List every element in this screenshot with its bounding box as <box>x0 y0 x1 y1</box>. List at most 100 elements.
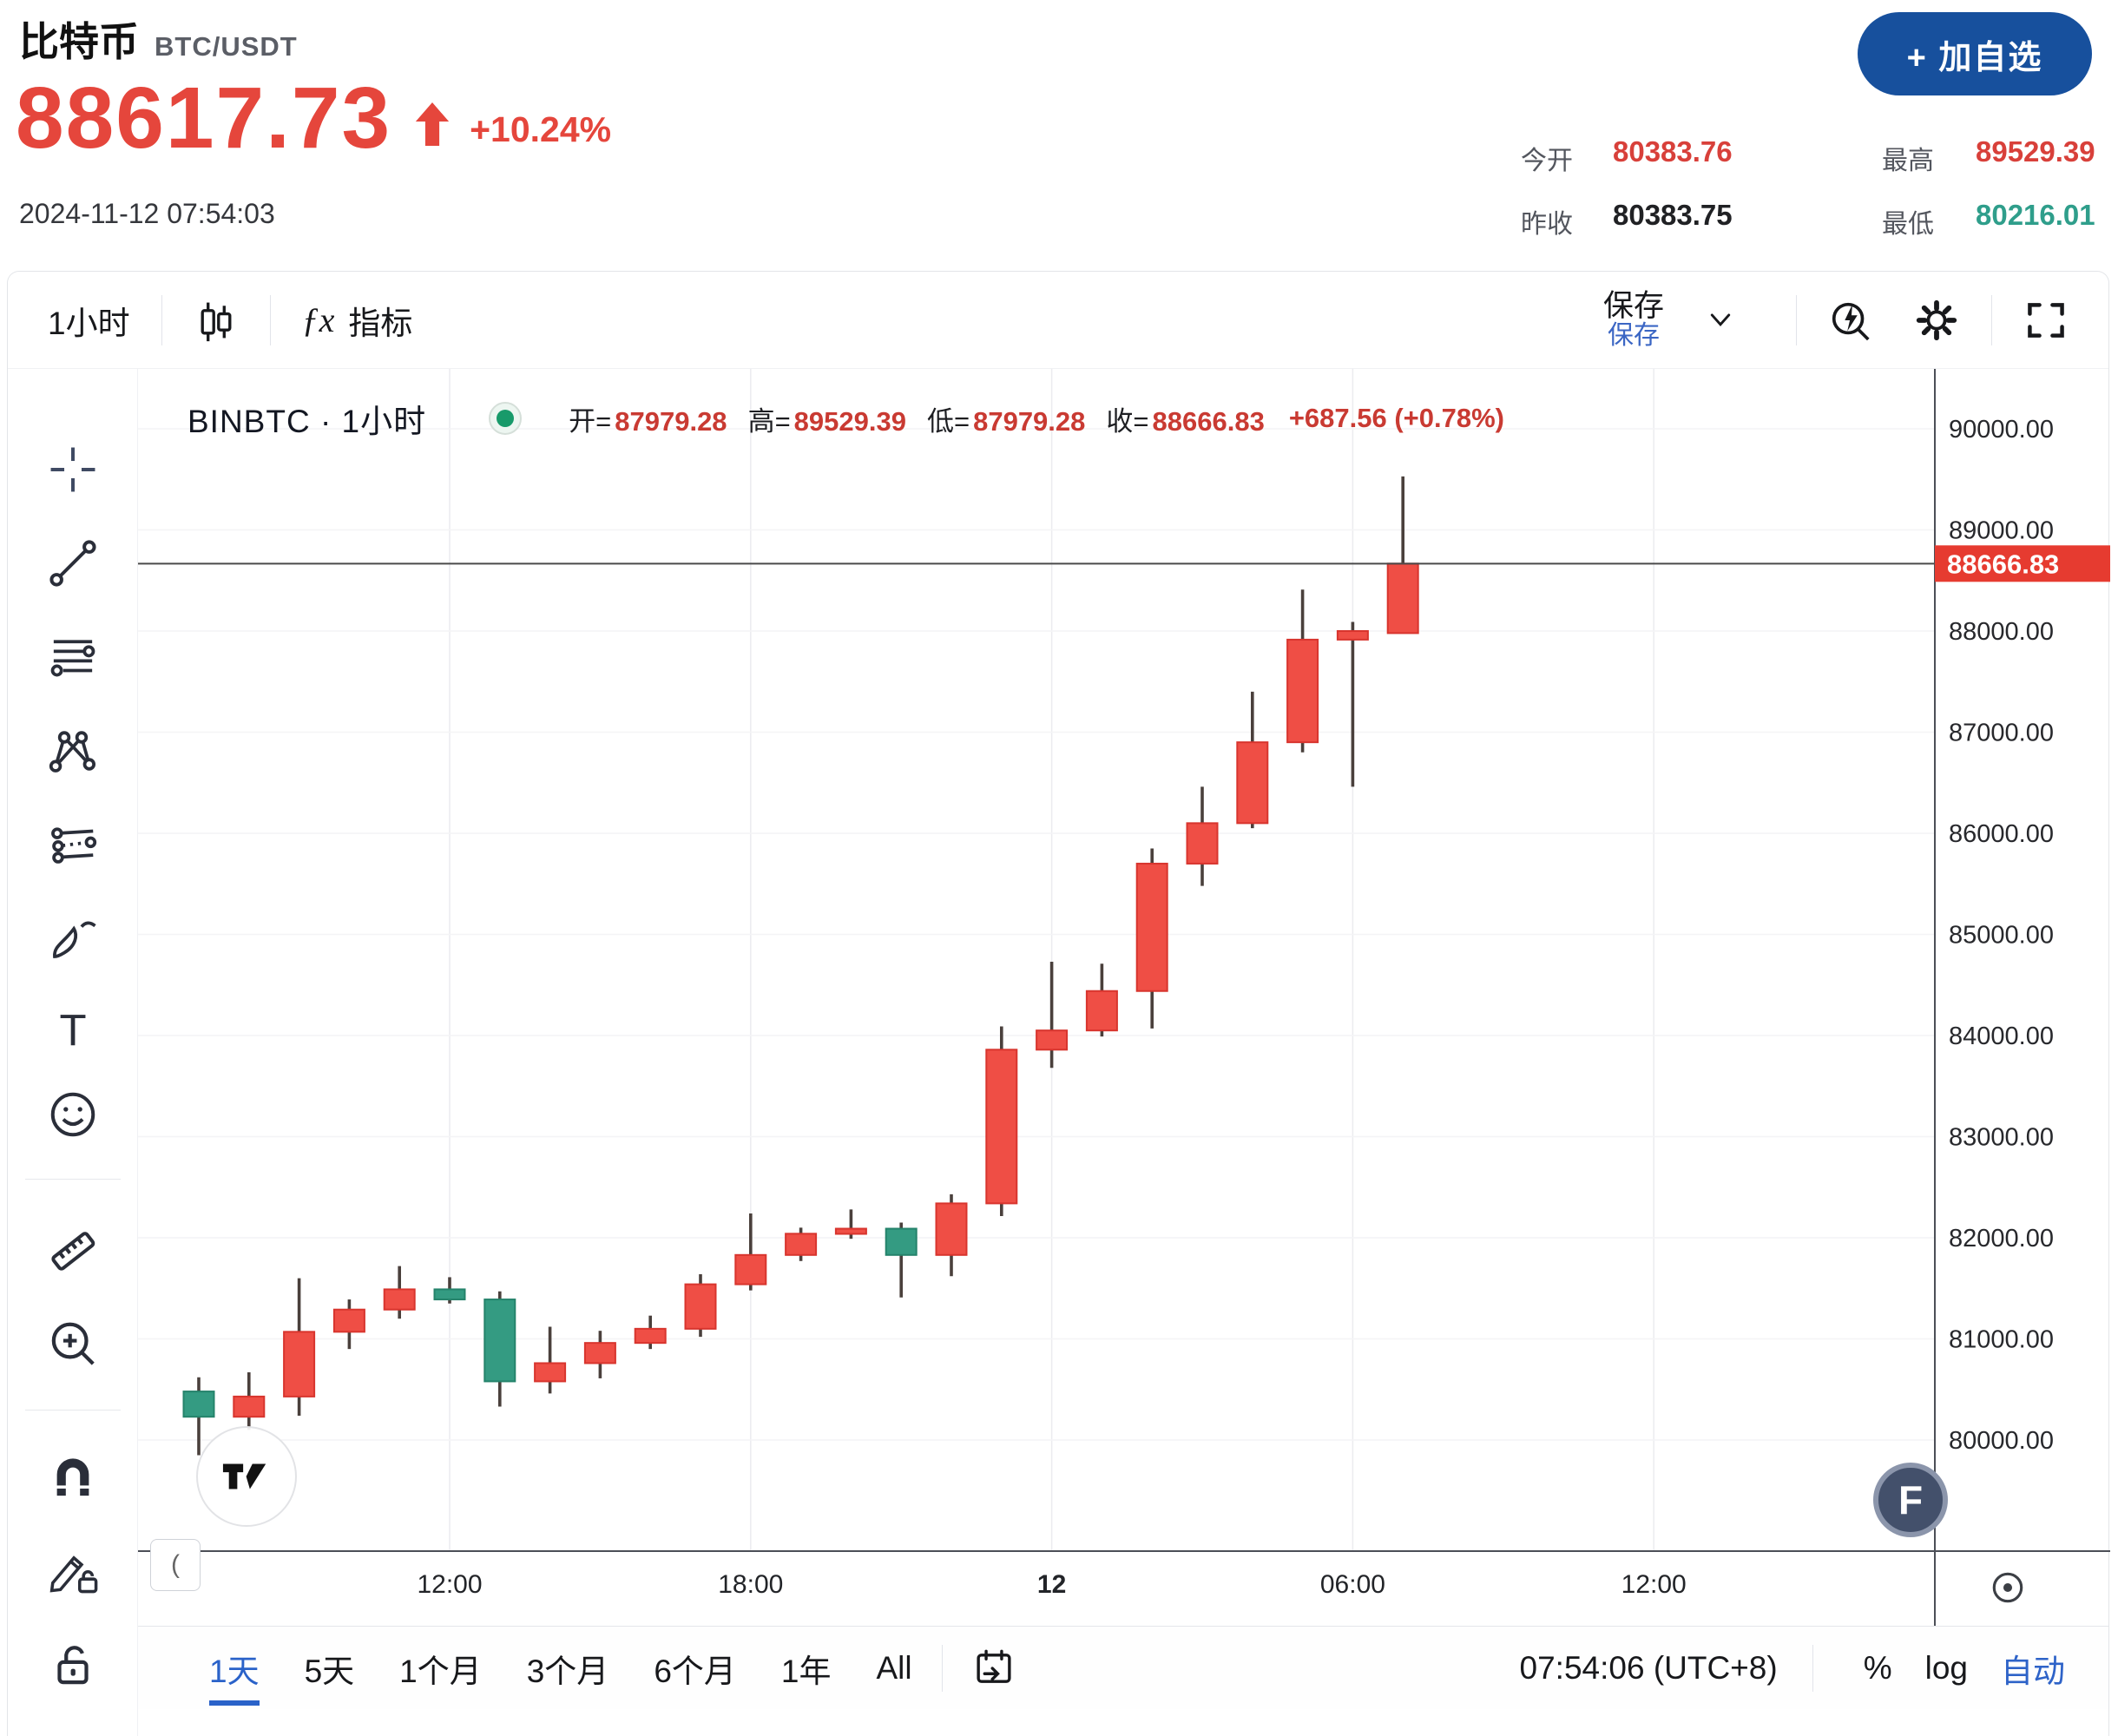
svg-text:12:00: 12:00 <box>1621 1570 1687 1599</box>
toolbar-divider <box>161 294 162 345</box>
legend-change: +687.56 (+0.78%) <box>1288 403 1505 433</box>
toolbar-divider <box>269 294 271 345</box>
candle-07:00 <box>1386 562 1419 635</box>
svg-text:81000.00: 81000.00 <box>1949 1326 2054 1354</box>
partial-tooltip: ( <box>150 1539 201 1591</box>
last-price: 88617.73 <box>16 69 392 167</box>
candle-05:00 <box>1286 638 1319 744</box>
candle-18:00 <box>734 1253 767 1286</box>
range-tab-3个月[interactable]: 3个月 <box>526 1653 609 1689</box>
svg-text:12:00: 12:00 <box>417 1570 482 1599</box>
candlestick-chart[interactable]: 90000.00 89000.00 88000.00 87000.00 86000.00… <box>138 369 2110 1626</box>
drawing-toolbar: T <box>8 369 138 1736</box>
svg-text:85000.00: 85000.00 <box>1949 922 2054 950</box>
range-tabs: 1天 5天 1个月 3个月 6个月 1年 All <box>209 1645 912 1706</box>
tool-group-divider <box>25 1179 121 1180</box>
svg-text:89000.00: 89000.00 <box>1949 517 2054 545</box>
candle-06:00 <box>1336 630 1369 641</box>
fib-retracement-icon[interactable] <box>42 626 104 688</box>
xabcd-pattern-icon[interactable] <box>42 720 104 782</box>
log-scale-button[interactable]: log <box>1924 1649 1968 1686</box>
ruler-icon[interactable] <box>42 1220 104 1282</box>
legend-low-label: 低 <box>926 405 954 437</box>
stat-low-label: 最低 <box>1882 210 1934 239</box>
crosshair-icon[interactable] <box>42 438 104 501</box>
svg-text:82000.00: 82000.00 <box>1949 1225 2054 1253</box>
stat-open-label: 今开 <box>1521 147 1573 175</box>
candle-07:00 <box>182 1391 215 1418</box>
instrument-name: 比特币 <box>19 19 139 64</box>
range-tab-1年[interactable]: 1年 <box>780 1653 832 1689</box>
range-tab-1个月[interactable]: 1个月 <box>399 1653 482 1689</box>
svg-text:T: T <box>59 1006 86 1055</box>
range-toolbar: 1天 5天 1个月 3个月 6个月 1年 All 07:54:06 (UTC+8) % lo… <box>138 1626 2108 1709</box>
magnet-icon[interactable] <box>42 1445 104 1508</box>
bottombar-divider <box>1812 1644 1813 1692</box>
stat-prevclose-label: 昨收 <box>1521 210 1573 239</box>
stat-open-value: 80383.76 <box>1613 135 1733 168</box>
svg-text:84000.00: 84000.00 <box>1949 1023 2054 1050</box>
drawing-lock-icon[interactable] <box>42 1537 104 1600</box>
candle-01:00 <box>1085 990 1118 1032</box>
emoji-icon[interactable] <box>42 1083 104 1146</box>
svg-text:83000.00: 83000.00 <box>1949 1124 2054 1152</box>
candle-10:00 <box>332 1308 365 1333</box>
go-to-date-icon[interactable] <box>972 1647 1016 1690</box>
candle-22:00 <box>935 1202 968 1256</box>
lock-icon[interactable] <box>42 1632 104 1694</box>
add-watchlist-button[interactable]: + 加自选 <box>1858 12 2092 95</box>
instrument-symbol: BTC/USDT <box>155 31 298 62</box>
legend-high-label: 高 <box>747 405 775 437</box>
indicators-button[interactable]: ƒx 指标 <box>302 297 413 344</box>
legend-series: BINBTC · 1小时 <box>187 404 427 439</box>
candle-00:00 <box>1036 1029 1069 1051</box>
flash-search-icon[interactable] <box>1828 297 1875 344</box>
auto-scale-button[interactable]: 自动 <box>2001 1653 2065 1689</box>
f-logo-letter: F <box>1898 1477 1924 1522</box>
indicators-label: 指标 <box>348 305 413 341</box>
percent-scale-button[interactable]: % <box>1863 1649 1892 1686</box>
candle-19:00 <box>785 1233 818 1256</box>
fullscreen-icon[interactable] <box>2023 298 2069 343</box>
candle-23:00 <box>985 1049 1018 1205</box>
save-button[interactable]: 保存 保存 <box>1603 291 1664 349</box>
text-icon[interactable]: T <box>42 1001 104 1063</box>
trend-line-icon[interactable] <box>42 532 104 595</box>
tradingview-watermark <box>196 1426 297 1527</box>
stat-high-value: 89529.39 <box>1976 135 2095 168</box>
legend-close-value: 88666.83 <box>1152 405 1265 437</box>
legend-open-value: 87979.28 <box>615 405 727 437</box>
legend-high-value: 89529.39 <box>793 405 906 437</box>
gear-icon[interactable] <box>1913 297 1960 344</box>
toolbar-divider <box>1796 294 1797 345</box>
range-tab-All[interactable]: All <box>876 1649 912 1686</box>
candle-03:00 <box>1186 822 1219 865</box>
svg-text:88666.83: 88666.83 <box>1947 549 2059 579</box>
chart-widget: 1小时 ƒx 指标 保存 保存 <box>7 271 2110 1736</box>
range-tab-1天[interactable]: 1天 <box>209 1645 260 1706</box>
quote-timestamp: 2024-11-12 07:54:03 <box>19 198 275 229</box>
chart-area[interactable]: 90000.00 89000.00 88000.00 87000.00 86000.00… <box>138 369 2110 1626</box>
stat-low-value: 80216.01 <box>1976 199 2095 231</box>
toolbar-divider <box>1991 294 1992 345</box>
projection-icon[interactable] <box>42 813 104 876</box>
interval-button[interactable]: 1小时 <box>48 305 130 341</box>
stat-prevclose-value: 80383.75 <box>1613 199 1733 231</box>
candle-style-button[interactable] <box>194 298 239 343</box>
svg-text:90000.00: 90000.00 <box>1949 416 2054 444</box>
chevron-down-icon[interactable] <box>1706 311 1735 330</box>
session-clock[interactable]: 07:54:06 (UTC+8) <box>1519 1649 1778 1686</box>
zoom-in-icon[interactable] <box>42 1313 104 1376</box>
eye-partial-icon[interactable] <box>42 1699 104 1736</box>
range-tab-5天[interactable]: 5天 <box>304 1653 355 1689</box>
range-tab-6个月[interactable]: 6个月 <box>654 1653 736 1689</box>
candle-16:00 <box>634 1327 667 1345</box>
svg-text:12: 12 <box>1037 1570 1066 1599</box>
candle-17:00 <box>684 1283 717 1330</box>
f-logo-badge: F <box>1873 1463 1948 1537</box>
brush-icon[interactable] <box>42 907 104 970</box>
save-label: 保存 <box>1602 289 1664 323</box>
scroll-to-realtime-button[interactable] <box>1989 1568 2027 1607</box>
fx-icon: ƒx <box>301 300 335 339</box>
